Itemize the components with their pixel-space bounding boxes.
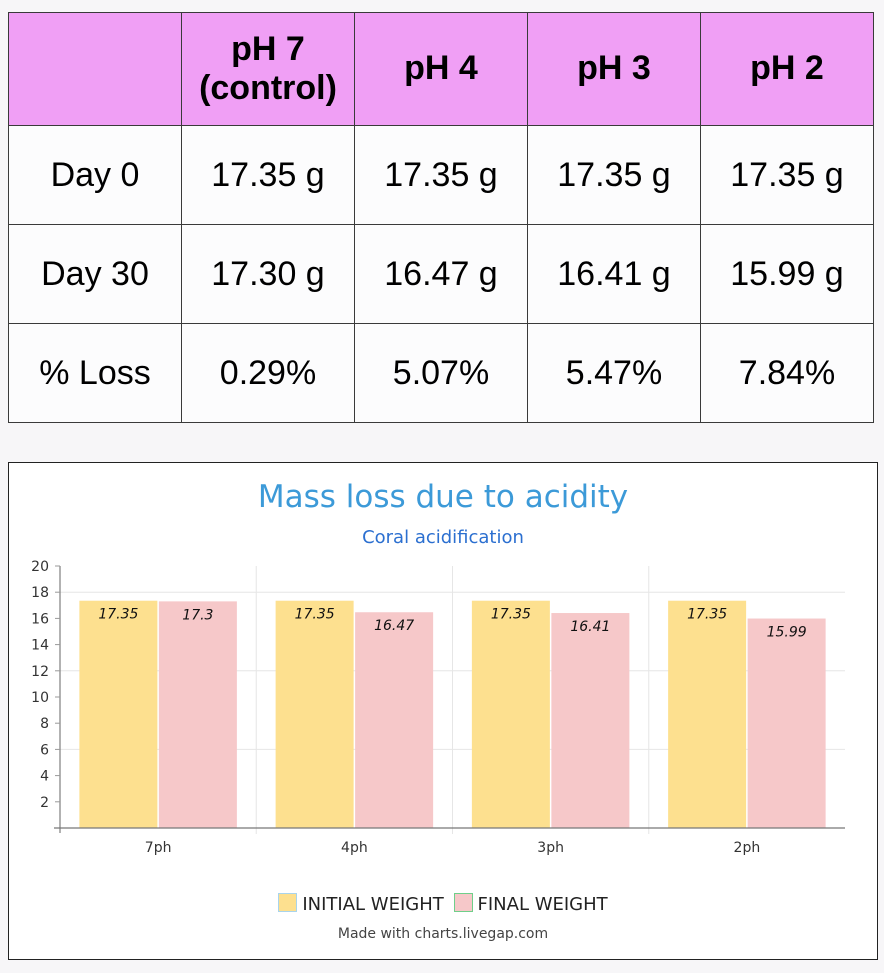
y-tick-label: 6	[40, 742, 49, 758]
y-tick-label: 10	[31, 690, 49, 706]
x-tick-label: 3ph	[537, 840, 564, 856]
y-tick-label: 16	[31, 611, 49, 627]
y-tick-label: 14	[31, 638, 49, 654]
bar	[275, 600, 354, 828]
table-cell: 17.35 g	[700, 125, 874, 225]
bar	[79, 600, 158, 828]
table-row: Day 0 17.35 g 17.35 g 17.35 g 17.35 g	[8, 125, 874, 225]
table-header-row: pH 7 (control) pH 4 pH 3 pH 2	[8, 12, 874, 126]
header-ph7-line1: pH 7	[231, 29, 305, 68]
table-cell: 17.35 g	[527, 125, 701, 225]
x-tick-label: 7ph	[145, 840, 172, 856]
header-cell: pH 7 (control)	[181, 12, 355, 126]
header-cell: pH 2	[700, 12, 874, 126]
bar	[355, 612, 434, 828]
x-tick-label: 2ph	[734, 840, 761, 856]
data-label: 17.35	[295, 607, 335, 623]
chart-legend: INITIAL WEIGHT FINAL WEIGHT	[9, 893, 877, 915]
table-cell: 15.99 g	[700, 224, 874, 324]
bar	[747, 618, 826, 828]
chart-panel: Mass loss due to acidity Coral acidifica…	[8, 462, 878, 960]
y-tick-label: 20	[31, 559, 49, 575]
table-row: Day 30 17.30 g 16.47 g 16.41 g 15.99 g	[8, 224, 874, 324]
table-cell: 0.29%	[181, 323, 355, 423]
chart-title: Mass loss due to acidity	[257, 479, 629, 515]
bar	[551, 613, 630, 828]
y-tick-label: 8	[40, 716, 49, 732]
x-tick-label: 4ph	[341, 840, 368, 856]
table-cell: 5.47%	[527, 323, 701, 423]
data-label: 16.41	[570, 619, 610, 635]
table-cell: 17.30 g	[181, 224, 355, 324]
row-label: % Loss	[8, 323, 182, 423]
legend-swatch-initial[interactable]	[278, 893, 298, 912]
table-cell: 17.35 g	[181, 125, 355, 225]
legend-label-initial[interactable]: INITIAL WEIGHT	[302, 894, 444, 915]
row-label: Day 30	[8, 224, 182, 324]
table-cell: 16.47 g	[354, 224, 528, 324]
bar	[158, 601, 237, 828]
y-tick-label: 18	[31, 585, 49, 601]
row-label: Day 0	[8, 125, 182, 225]
y-tick-label: 12	[31, 664, 49, 680]
bar	[471, 600, 550, 828]
data-label: 17.35	[687, 607, 727, 623]
data-label: 15.99	[767, 625, 807, 641]
data-label: 16.47	[374, 618, 414, 634]
legend-label-final[interactable]: FINAL WEIGHT	[477, 894, 608, 915]
data-label: 17.3	[182, 607, 213, 623]
header-ph7-line2: (control)	[199, 69, 337, 107]
legend-swatch-final[interactable]	[453, 893, 473, 912]
bar	[668, 600, 747, 828]
y-tick-label: 4	[40, 769, 49, 785]
header-cell	[8, 12, 182, 126]
table-cell: 17.35 g	[354, 125, 528, 225]
data-label: 17.35	[98, 607, 138, 623]
chart-credit: Made with charts.livegap.com	[337, 926, 549, 942]
table-cell: 16.41 g	[527, 224, 701, 324]
header-cell: pH 4	[354, 12, 528, 126]
bar-chart: 17.35 17.3 7ph 17.35 16.47 4ph 17.35 16.41 3ph 17…	[31, 559, 845, 856]
table-cell: 5.07%	[354, 323, 528, 423]
y-tick-label: 2	[40, 795, 49, 811]
header-cell: pH 3	[527, 12, 701, 126]
chart-subtitle: Coral acidification	[362, 527, 524, 548]
table-cell: 7.84%	[700, 323, 874, 423]
mass-table: pH 7 (control) pH 4 pH 3 pH 2 Day 0 17.35…	[8, 12, 874, 423]
table-row: % Loss 0.29% 5.07% 5.47% 7.84%	[8, 323, 874, 423]
data-label: 17.35	[491, 607, 531, 623]
